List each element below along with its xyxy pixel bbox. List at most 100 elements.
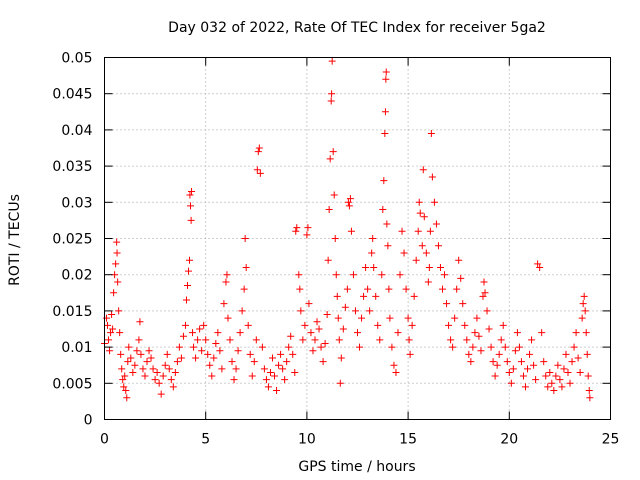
data-point [319,358,327,366]
data-point [385,285,393,293]
data-point [329,148,337,156]
data-point [562,350,570,358]
data-point [188,187,196,195]
data-point [281,376,289,384]
data-point [347,227,355,235]
data-point [425,263,433,271]
data-point [232,365,240,373]
data-point [566,379,574,387]
data-point [485,325,493,333]
data-point [212,339,220,347]
data-point [465,350,473,358]
data-point [218,365,226,373]
data-point [328,57,336,65]
data-point [398,227,406,235]
data-point [124,358,132,366]
data-point [580,292,588,300]
data-point [289,350,297,358]
data-point [252,336,260,344]
data-point [426,227,434,235]
data-point [402,285,410,293]
x-axis-label: GPS time / hours [298,459,415,475]
y-tick-label: 0.015 [52,304,92,320]
data-point [307,329,315,337]
data-point [540,358,548,366]
data-point [303,231,311,239]
data-point [214,329,222,337]
data-point [579,300,587,308]
data-point [198,347,206,355]
data-point [119,376,127,384]
y-tick-label: 0.02 [61,268,92,284]
data-point [509,365,517,373]
data-point [443,300,451,308]
data-point [372,292,380,300]
data-point [327,97,335,105]
data-point [513,329,521,337]
data-point [334,314,342,322]
data-point [108,311,116,319]
data-point [186,256,194,264]
data-point [384,242,392,250]
y-axis-label: ROTI / TECUs [7,194,23,286]
data-point [190,343,198,351]
data-point [469,343,477,351]
data-point [519,372,527,380]
data-point [382,68,390,76]
data-point [390,361,398,369]
data-point [167,376,175,384]
data-point [526,350,534,358]
data-point [301,321,309,329]
data-point [171,368,179,376]
data-point [343,285,351,293]
data-point [337,354,345,362]
data-point [396,271,404,279]
data-point [262,376,270,384]
data-point [296,285,304,293]
data-point [244,321,252,329]
data-point [341,303,349,311]
data-point [114,278,122,286]
data-point [283,358,291,366]
data-point [332,271,340,279]
data-point [330,191,338,199]
data-point [379,206,387,214]
data-point [331,235,339,242]
data-point [224,314,232,322]
data-point [104,321,112,329]
data-point [256,169,264,177]
x-tick-label: 5 [201,432,210,448]
data-point [173,358,181,366]
data-point [125,343,133,351]
data-point [356,343,364,351]
data-point [412,256,420,264]
data-point [202,336,210,344]
data-point [473,314,481,322]
data-point [358,314,366,322]
x-tick-label: 20 [500,432,518,448]
data-point [182,296,190,304]
data-point [299,336,307,344]
data-point [105,336,113,344]
data-point [109,325,117,333]
data-point [405,336,413,344]
data-point [236,329,244,337]
data-point [408,321,416,329]
data-point [381,130,389,138]
data-point [177,354,185,362]
data-point [536,263,544,271]
data-point [210,354,218,362]
data-point [253,166,261,174]
data-point [505,368,513,376]
data-point [226,336,234,344]
y-tick-label: 0 [84,413,93,429]
data-point [481,289,489,297]
data-point [129,368,137,376]
data-point [145,347,153,355]
data-point [141,372,149,380]
data-point [517,358,525,366]
data-point [255,144,263,152]
y-tick-label: 0.045 [52,87,92,103]
x-tick-label: 0 [100,432,109,448]
